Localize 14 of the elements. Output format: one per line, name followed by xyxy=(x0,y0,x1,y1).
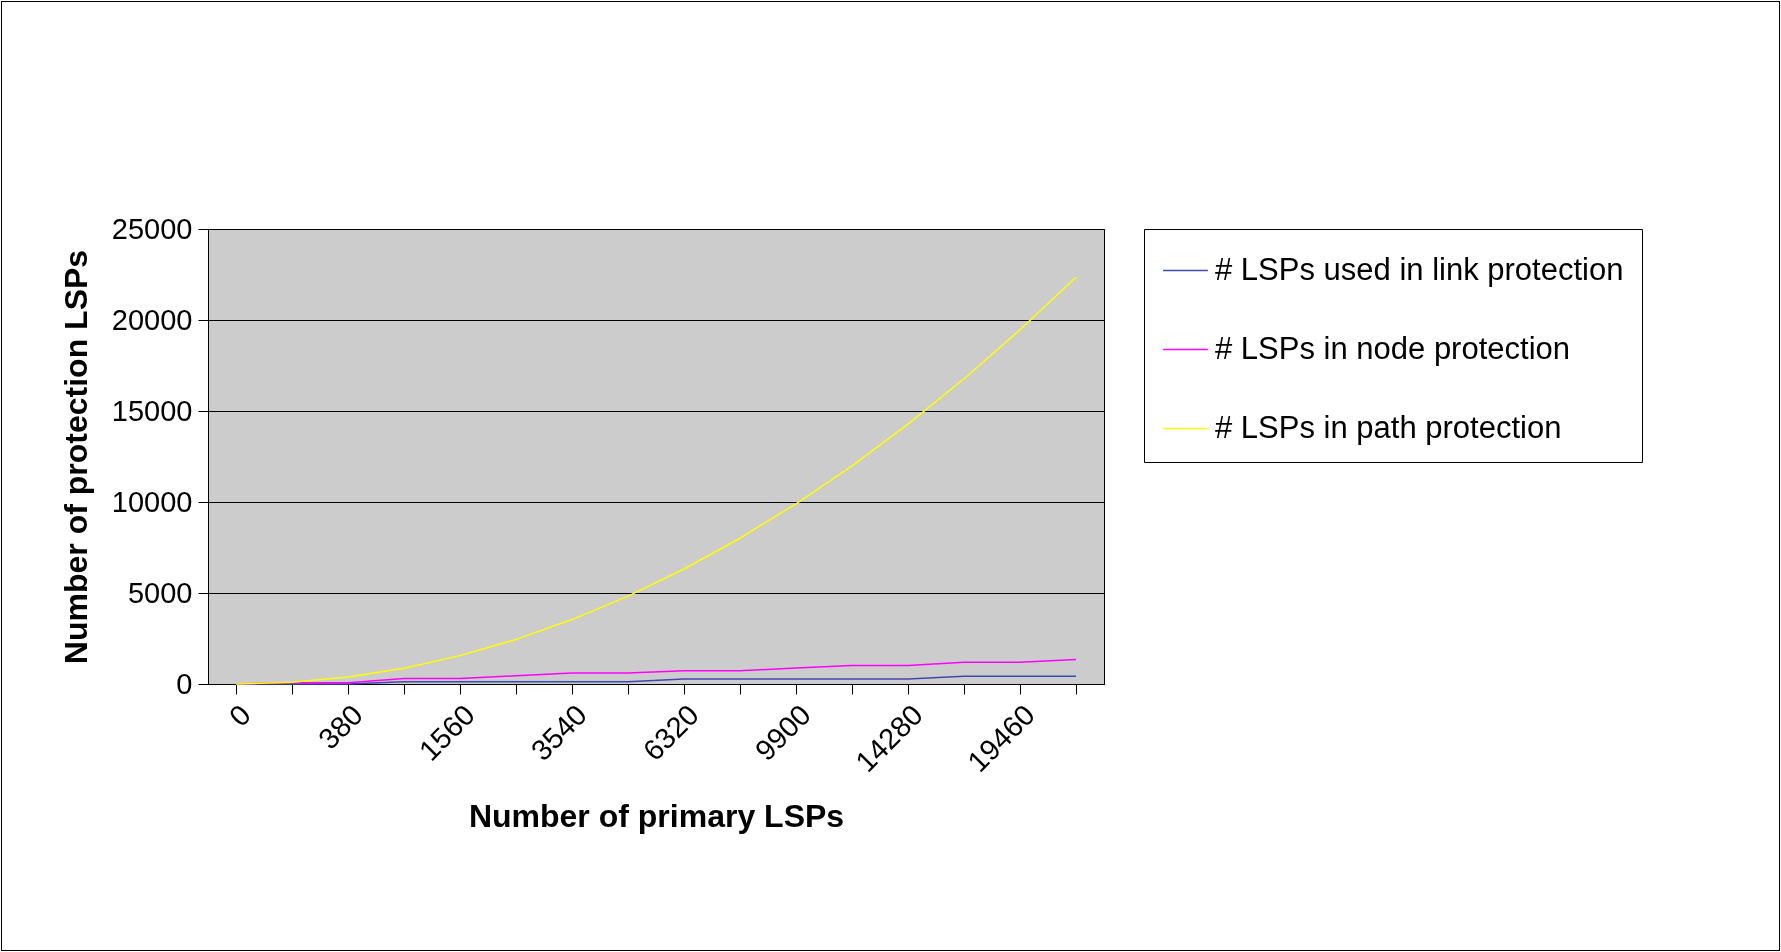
y-tick-label: 5000 xyxy=(127,576,193,609)
legend-label: # LSPs in node protection xyxy=(1215,330,1571,366)
x-tick-label: 0 xyxy=(222,698,258,733)
y-axis-title: Number of protection LSPs xyxy=(57,249,94,665)
legend-label: # LSPs in path protection xyxy=(1215,409,1562,445)
y-tick-label: 25000 xyxy=(111,212,193,245)
y-tick-label: 0 xyxy=(176,667,193,700)
line-series xyxy=(235,276,1077,685)
y-tick-label: 15000 xyxy=(111,394,193,427)
y-tick-label: 20000 xyxy=(111,303,193,336)
legend-label: # LSPs used in link protection xyxy=(1215,251,1624,287)
x-tick-label: 380 xyxy=(312,698,370,756)
y-tick-label: 10000 xyxy=(111,485,193,518)
x-axis-title: Number of primary LSPs xyxy=(468,798,845,835)
